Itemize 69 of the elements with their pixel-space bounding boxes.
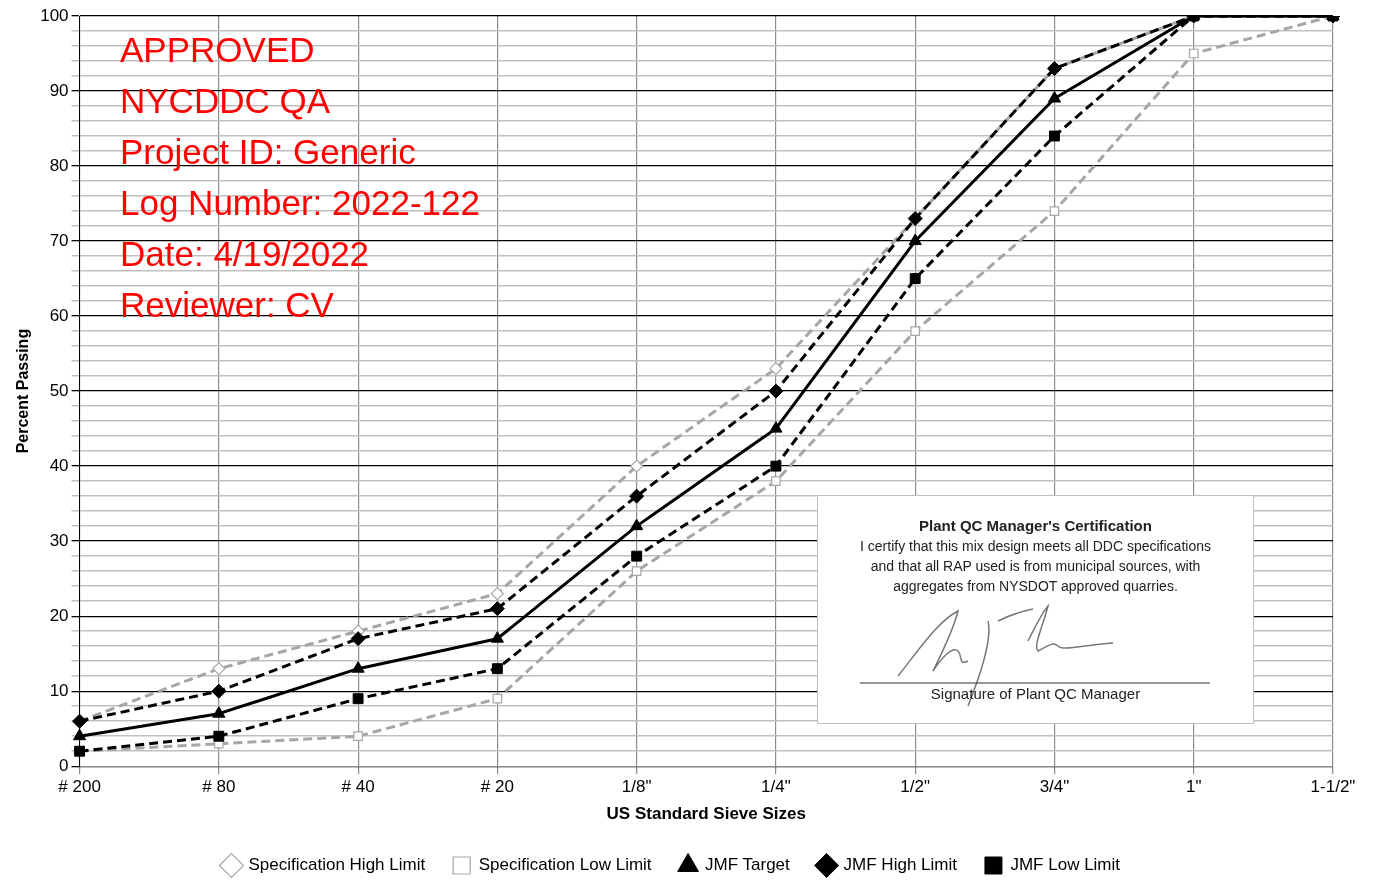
legend-label: Specification High Limit xyxy=(248,855,426,875)
point xyxy=(769,421,783,433)
y-tick-label: 0 xyxy=(59,755,69,775)
y-tick-label: 20 xyxy=(49,605,69,625)
x-tick-label: 1/2" xyxy=(900,777,931,797)
legend-label: JMF High Limit xyxy=(843,855,958,875)
point xyxy=(491,663,503,675)
annotation: Signature of Plant QC Manager xyxy=(929,684,1142,704)
point xyxy=(910,326,921,336)
annotation: Plant QC Manager's Certification xyxy=(918,516,1153,536)
point xyxy=(909,273,921,285)
y-tick-label: 40 xyxy=(49,455,69,475)
point xyxy=(630,459,644,473)
point xyxy=(490,587,504,601)
point xyxy=(492,693,503,704)
legend-label: JMF Low Limit xyxy=(1010,855,1121,875)
point xyxy=(490,631,504,643)
point xyxy=(353,731,363,742)
x-tick-label: 1/4" xyxy=(761,777,791,797)
annotation: aggregates from NYSDOT approved quarries. xyxy=(892,577,1179,596)
annotation: Reviewer: CV xyxy=(120,284,335,326)
x-tick-label: 1-1/2" xyxy=(1310,777,1356,797)
point xyxy=(1047,91,1062,103)
x-tick-label: # 20 xyxy=(480,777,514,797)
y-tick-label: 10 xyxy=(49,680,69,700)
point xyxy=(631,550,643,562)
y-tick-label: 50 xyxy=(49,380,69,400)
point xyxy=(908,233,922,246)
x-tick-label: 3/4" xyxy=(1039,777,1070,797)
point xyxy=(769,361,783,376)
x-tick-label: # 40 xyxy=(341,777,375,797)
x-tick-label: 1" xyxy=(1185,777,1202,797)
point xyxy=(771,476,781,486)
point xyxy=(351,661,365,673)
annotation: and that all RAP used is from municipal sources, with xyxy=(869,557,1202,576)
y-tick-label: 60 xyxy=(49,305,69,325)
y-tick-label: 100 xyxy=(40,5,69,25)
y-tick-label: 80 xyxy=(49,155,69,175)
point xyxy=(630,518,644,531)
annotation: I certify that this mix design meets all DDC specifications xyxy=(859,537,1212,556)
point xyxy=(631,566,642,576)
x-axis-title: US Standard Sieve Sizes xyxy=(606,804,806,824)
point xyxy=(352,693,364,705)
annotation: APPROVED xyxy=(120,29,316,71)
point xyxy=(629,488,645,504)
x-tick-label: 1/8" xyxy=(621,777,652,797)
legend-label: JMF Target xyxy=(705,855,791,875)
x-tick-label: # 200 xyxy=(58,777,101,797)
x-tick-label: # 80 xyxy=(202,777,236,797)
annotation: Log Number: 2022-122 xyxy=(120,182,480,224)
point xyxy=(1188,48,1199,59)
point xyxy=(770,460,782,472)
annotation: NYCDDC QA xyxy=(120,80,332,122)
annotation: Project ID: Generic xyxy=(120,131,417,173)
point xyxy=(350,631,366,647)
point xyxy=(212,706,226,718)
point xyxy=(1049,206,1060,216)
point xyxy=(768,383,784,399)
point xyxy=(1049,130,1060,142)
point xyxy=(212,662,226,676)
point xyxy=(211,683,227,699)
point xyxy=(213,730,225,742)
y-axis-title: Percent Passing xyxy=(14,328,32,454)
y-tick-label: 90 xyxy=(49,80,69,100)
legend-label: Specification Low Limit xyxy=(478,855,652,875)
y-tick-label: 30 xyxy=(49,530,69,550)
point xyxy=(489,601,505,617)
annotation: Date: 4/19/2022 xyxy=(120,233,371,275)
y-tick-label: 70 xyxy=(49,230,69,250)
